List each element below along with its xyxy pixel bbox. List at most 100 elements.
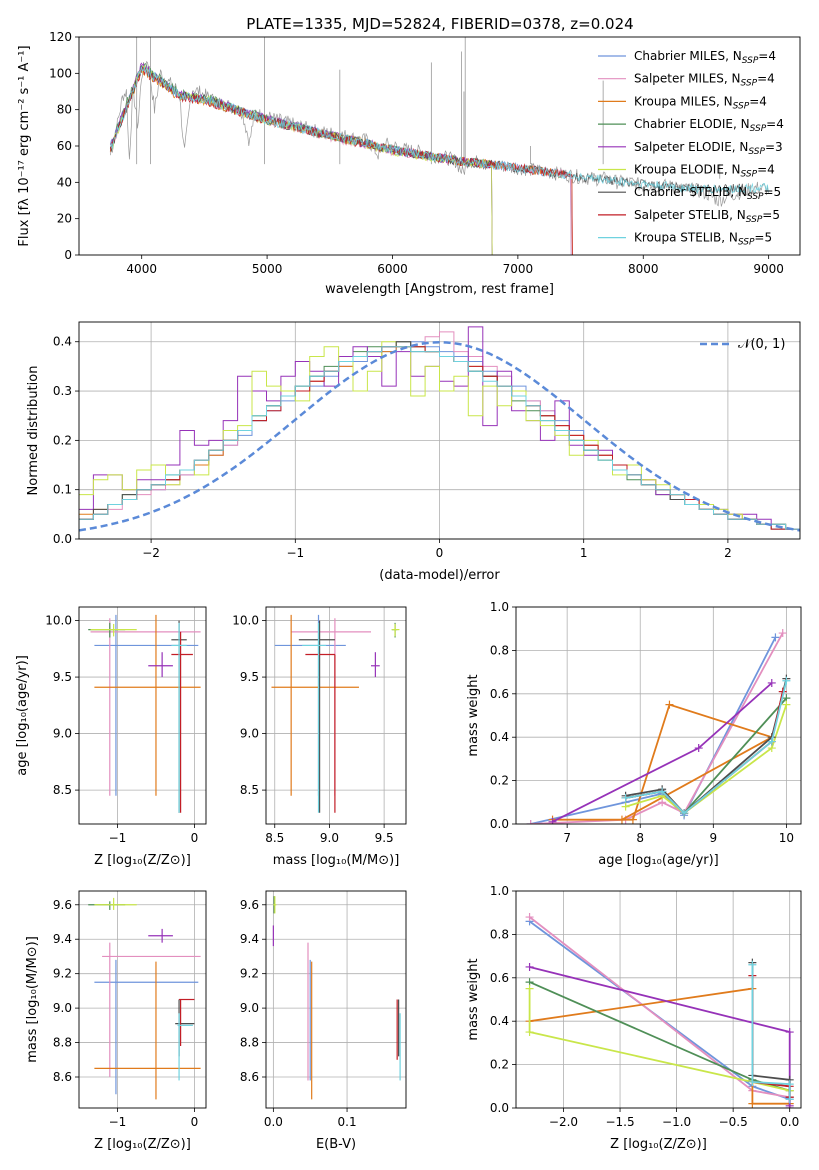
gaussian-legend-label: 𝒩(0, 1) [738, 337, 785, 352]
scatter-plot-area [88, 897, 201, 1100]
x-tick-label: 9 [709, 831, 717, 845]
y-tick-label: 120 [49, 30, 72, 44]
x-tick-label: 7 [563, 831, 571, 845]
weight-point-marker [525, 1028, 534, 1037]
weight-point-marker [525, 913, 534, 922]
x-tick-label: 10 [779, 831, 794, 845]
y-tick-label: 0.0 [490, 1101, 509, 1115]
y-tick-label: 0.0 [53, 532, 72, 546]
x-tick-label: 5000 [252, 262, 283, 276]
x-tick-label: 9.0 [320, 831, 339, 845]
weight-vs-age-axes: 7 8 9 10 0.0 0.2 0.4 0.6 0.8 1.0 age [log₁₀(age/yr… [466, 600, 802, 868]
legend-label: Chabrier ELODIE, NSSP=4 [634, 117, 784, 134]
y-tick-label: 8.5 [53, 783, 72, 797]
x-tick-label: 0 [191, 831, 199, 845]
x-tick-label: 8000 [628, 262, 659, 276]
y-tick-label: 9.0 [53, 727, 72, 741]
x-tick-label: 6000 [377, 262, 408, 276]
weight-point-marker [526, 820, 535, 824]
weight-point-marker [525, 962, 534, 971]
y-tick-label: 9.0 [240, 727, 259, 741]
axes-frame [265, 606, 407, 825]
x-tick-label: −2.0 [549, 1115, 578, 1129]
axes-frame [265, 890, 407, 1109]
spectrum-axes: 4000 5000 6000 7000 8000 9000 0 20 40 60 80 100 120 w… [17, 30, 801, 297]
figure-title: PLATE=1335, MJD=52824, FIBERID=0378, z=0… [246, 15, 633, 33]
weight-point-marker [767, 678, 776, 687]
legend-label: Kroupa ELODIE, NSSP=4 [634, 163, 775, 180]
x-tick-label: −1 [109, 1115, 127, 1129]
weight-point-marker [694, 744, 703, 753]
weight-vs-metallicity-axes: −2.0 −1.5 −1.0 −0.5 0.0 0.0 0.2 0.4 0.6 0.8 1.0 Z [… [466, 884, 802, 1152]
x-tick-label: −1.5 [605, 1115, 634, 1129]
x-tick-label: 7000 [503, 262, 534, 276]
histogram-plot-area [79, 326, 800, 539]
y-tick-label: 9.2 [240, 967, 259, 981]
spectrum-y-axis-label: Flux [fλ 10⁻¹⁷ erg cm⁻² s⁻¹ A⁻¹] [17, 45, 32, 246]
y-tick-label: 9.0 [53, 1001, 72, 1015]
weight-point-marker [785, 1095, 794, 1104]
y-tick-label: 60 [57, 139, 72, 153]
scatter-plot-area [271, 614, 400, 813]
legend-label: Chabrier STELIB, NSSP=5 [634, 185, 781, 202]
y-tick-label: 8.8 [53, 1036, 72, 1050]
y-tick-label: 0 [64, 248, 72, 262]
x-tick-label: 2 [724, 546, 732, 560]
y-tick-label: 0.8 [490, 927, 509, 941]
weight-point-marker [778, 629, 787, 638]
residual-histogram-axes: −2 −1 0 1 2 0.0 0.1 0.2 0.3 0.4 (data-model)/error… [26, 321, 801, 583]
scatter-x-axis-label: E(B-V) [316, 1137, 356, 1152]
y-tick-label: 0.2 [53, 433, 72, 447]
age-vs-mass-axes: 8.5 9.0 9.5 8.5 9.0 9.5 10.0 mass [log₁₀(M/M⊙)] [232, 606, 407, 868]
x-tick-label: −0.5 [719, 1115, 748, 1129]
y-tick-label: 10.0 [232, 614, 259, 628]
x-tick-label: −1 [109, 831, 127, 845]
x-tick-label: 0.0 [264, 1115, 283, 1129]
weight-point-marker [680, 809, 689, 818]
scatter-plot-area [272, 896, 401, 1100]
x-tick-label: 9000 [753, 262, 784, 276]
y-tick-label: 0.0 [490, 817, 509, 831]
scatter-x-axis-label: mass [log₁₀(M/M⊙)] [273, 853, 400, 868]
legend-label: Chabrier MILES, NSSP=4 [634, 49, 776, 66]
x-tick-label: 9.5 [375, 831, 394, 845]
y-tick-label: 0.1 [53, 483, 72, 497]
x-tick-label: 0.1 [338, 1115, 357, 1129]
weight-plot-area [525, 913, 794, 1108]
y-tick-label: 8.5 [240, 783, 259, 797]
weight-y-axis-label: mass weight [466, 958, 481, 1040]
weight-x-axis-label: age [log₁₀(age/yr)] [598, 853, 719, 868]
x-tick-label: 8 [636, 831, 644, 845]
y-tick-label: 100 [49, 66, 72, 80]
y-tick-label: 1.0 [490, 884, 509, 898]
axes-frame [78, 606, 207, 825]
y-tick-label: 0.2 [490, 774, 509, 788]
y-tick-label: 0.6 [490, 971, 509, 985]
weight-point-marker [748, 1077, 757, 1086]
model-spectrum-line [109, 66, 769, 195]
weight-point-marker [782, 676, 791, 685]
weight-point-marker [767, 737, 776, 746]
weight-point-marker [748, 960, 757, 969]
weight-point-marker [785, 1028, 794, 1037]
y-tick-label: 1.0 [490, 600, 509, 614]
x-tick-label: −1.0 [662, 1115, 691, 1129]
axes-frame [78, 321, 801, 540]
legend-label: Salpeter MILES, NSSP=4 [634, 72, 775, 89]
weight-point-marker [621, 802, 630, 811]
legend-label: Salpeter ELODIE, NSSP=3 [634, 140, 783, 157]
weight-x-axis-label: Z [log₁₀(Z/Z⊙)] [610, 1137, 707, 1152]
axes-frame [515, 606, 802, 825]
y-tick-label: 80 [57, 103, 72, 117]
y-tick-label: 9.4 [53, 932, 72, 946]
legend-label: Salpeter STELIB, NSSP=5 [634, 208, 780, 225]
y-tick-label: 0.4 [490, 1014, 509, 1028]
scatter-x-axis-label: Z [log₁₀(Z/Z⊙)] [94, 1137, 191, 1152]
y-tick-label: 9.6 [53, 898, 72, 912]
weight-point-marker [548, 817, 557, 824]
weight-plot-area [526, 629, 791, 824]
mass-vs-metallicity-axes: −1 0 8.6 8.8 9.0 9.2 9.4 9.6 Z [log₁₀(Z/Z⊙)] mass… [25, 890, 207, 1152]
x-tick-label: 8.5 [265, 831, 284, 845]
weight-point-marker [658, 787, 667, 796]
